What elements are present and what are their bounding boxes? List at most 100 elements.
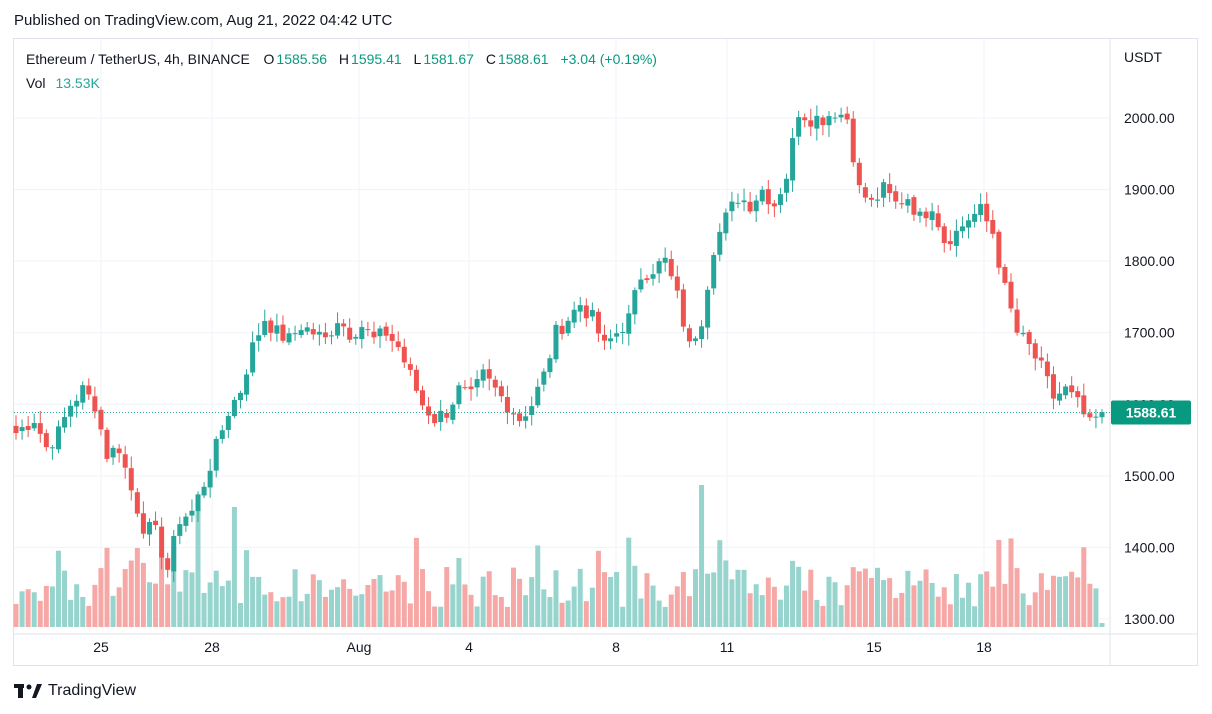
volume-bar (972, 606, 978, 627)
legend-high-label: H (338, 51, 350, 67)
volume-bar (723, 560, 729, 627)
candle-body (529, 406, 535, 416)
candle-body (86, 385, 92, 395)
volume-bar (553, 570, 559, 627)
candle-body (183, 516, 189, 526)
volume-bar (856, 571, 862, 627)
volume-bar (686, 596, 692, 627)
volume-bar (92, 584, 98, 627)
candle-body (407, 364, 413, 370)
volume-bar (820, 606, 826, 627)
candle-body (389, 333, 395, 341)
candle-body (419, 390, 425, 406)
volume-value: 13.53K (55, 75, 100, 91)
candle-body (541, 371, 547, 385)
last-price-badge (1111, 400, 1191, 425)
volume-bar (322, 596, 328, 627)
volume-bar (953, 574, 959, 627)
candle-body (328, 335, 334, 337)
candle-body (990, 219, 996, 234)
y-tick-label: 2000.00 (1124, 110, 1175, 126)
volume-bar (650, 585, 656, 627)
volume-bar (929, 582, 935, 627)
candle-body (820, 117, 826, 126)
volume-bar (868, 577, 874, 627)
volume-bar (996, 539, 1002, 627)
candle-body (941, 226, 947, 244)
candle-body (43, 433, 49, 448)
candle-body (207, 470, 213, 488)
candle-body (881, 182, 887, 198)
candle-body (887, 184, 893, 194)
candle-body (304, 327, 310, 332)
volume-bar (225, 580, 231, 627)
candle-body (347, 327, 353, 340)
volume-bar (1069, 571, 1075, 627)
candle-body (19, 427, 25, 432)
candle-body (693, 338, 699, 341)
candle-body (680, 289, 686, 327)
candle-body (638, 279, 644, 290)
volume-bar (571, 586, 577, 627)
candle-body (917, 211, 923, 216)
candle-body (159, 526, 165, 558)
candle-body (632, 290, 638, 315)
candle-body (98, 409, 104, 430)
candle-body (140, 513, 146, 534)
candle-body (759, 189, 765, 202)
candle-body (796, 117, 802, 137)
legend-change: +3.04 (+0.19%) (560, 51, 657, 67)
candle-body (929, 211, 935, 220)
volume-bar (80, 596, 86, 627)
volume-bar (122, 569, 128, 627)
volume-bar (49, 586, 55, 627)
candle-body (589, 309, 595, 317)
candle-body (644, 278, 650, 281)
volume-bar (947, 604, 953, 627)
volume-bar (486, 571, 492, 627)
volume-bar (632, 565, 638, 627)
candle-body (25, 426, 31, 430)
y-tick-label: 1800.00 (1124, 253, 1175, 269)
volume-bar (219, 586, 225, 627)
candle-body (850, 118, 856, 163)
candle-body (1087, 413, 1093, 418)
candle-body (322, 332, 328, 338)
volume-bar (850, 567, 856, 627)
candle-body (13, 425, 19, 434)
candle-body (134, 492, 140, 514)
volume-bar (353, 595, 359, 627)
volume-bar (1081, 547, 1087, 627)
volume-bar (213, 570, 219, 627)
candle-body (262, 320, 268, 335)
volume-bar (911, 585, 917, 627)
candle-body (201, 486, 207, 496)
candle-body (602, 334, 608, 341)
x-tick-label: 15 (866, 639, 882, 655)
volume-bar (547, 596, 553, 627)
candle-body (802, 117, 808, 121)
legend-close-value: 1588.61 (497, 51, 549, 67)
chart-frame[interactable] (13, 38, 1198, 666)
candle-body (341, 323, 347, 327)
candle-body (486, 369, 492, 379)
volume-bar (359, 594, 365, 627)
candle-body (128, 468, 134, 491)
volume-bar (668, 594, 674, 627)
candle-body (1081, 395, 1087, 415)
candle-body (583, 305, 589, 319)
volume-bar (310, 574, 316, 627)
candle-body (456, 385, 462, 405)
candle-body (122, 454, 128, 468)
candle-body (1063, 386, 1069, 396)
candle-body (310, 329, 316, 335)
volume-bar (923, 569, 929, 627)
currency-label: USDT (1124, 49, 1163, 65)
candle-body (935, 213, 941, 228)
volume-bar (838, 605, 844, 627)
volume-bar (796, 566, 802, 627)
tradingview-logo[interactable]: TradingView (14, 680, 136, 702)
candle-body (814, 115, 820, 129)
volume-bar (146, 582, 152, 627)
